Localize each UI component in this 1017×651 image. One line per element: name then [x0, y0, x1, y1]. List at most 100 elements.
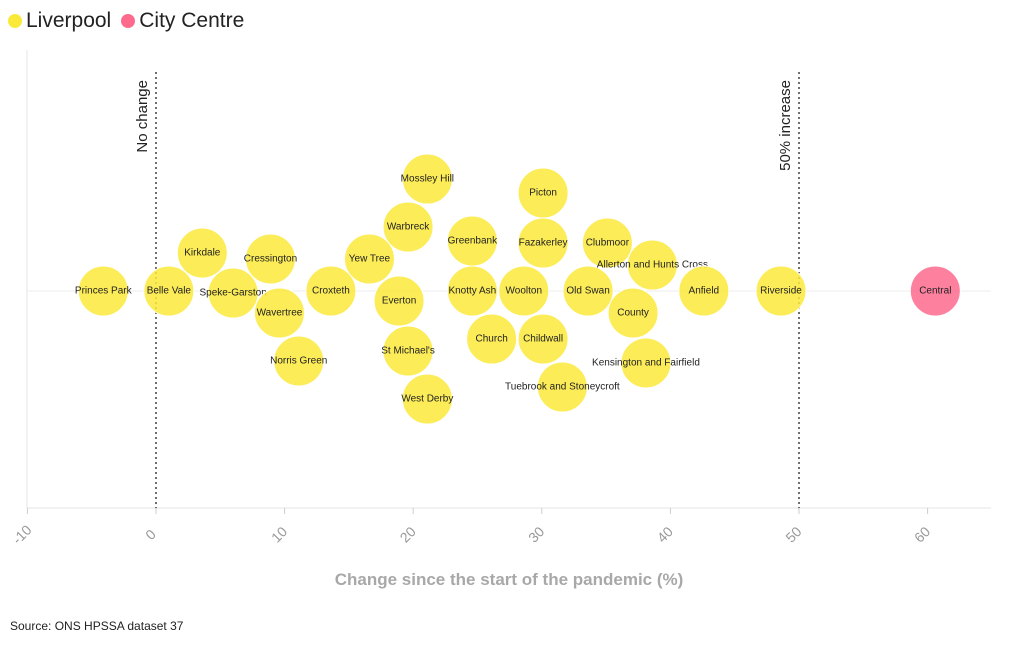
legend-label-city-centre: City Centre	[139, 9, 245, 32]
bubble[interactable]: Greenbank	[446, 215, 498, 267]
bubble-circle	[536, 361, 588, 413]
bubble[interactable]: Allerton and Hunts Cross	[597, 239, 708, 291]
bubble-circle	[273, 335, 325, 387]
bubble-circle	[77, 265, 129, 317]
bubble-label: Old Swan	[566, 286, 609, 297]
bubble-circle	[382, 201, 434, 253]
bubble[interactable]: Croxteth	[305, 265, 357, 317]
bubble-circle	[401, 373, 453, 425]
legend-dot-liverpool	[8, 14, 22, 28]
bubble-label: Church	[476, 334, 508, 345]
bubble[interactable]: Old Swan	[562, 265, 614, 317]
reference-line-label: No change	[134, 80, 151, 153]
bubble-circle	[401, 153, 453, 205]
bubble-circle	[176, 227, 228, 279]
bubble-label: Norris Green	[270, 356, 327, 367]
bubble-label: Kirkdale	[184, 248, 221, 259]
bubble[interactable]: Childwall	[517, 313, 569, 365]
bubble[interactable]: Belle Vale	[143, 265, 195, 317]
x-tick-label: 30	[525, 523, 547, 545]
bubble-circle	[678, 265, 730, 317]
bubble[interactable]: Mossley Hill	[401, 153, 454, 205]
bubble-circle	[626, 239, 678, 291]
bubble-label: Cressington	[244, 254, 297, 265]
bubble-label: Speke-Garston	[200, 288, 267, 299]
bubble-label: Croxteth	[312, 286, 350, 297]
bubble-label: Everton	[382, 296, 416, 307]
bubble-circle	[343, 233, 395, 285]
legend-label-liverpool: Liverpool	[26, 9, 112, 32]
bubble[interactable]: Fazakerley	[517, 217, 569, 269]
bubble-label: Central	[919, 286, 951, 297]
bubble[interactable]: West Derby	[401, 373, 453, 425]
bubble-label: Allerton and Hunts Cross	[597, 260, 708, 271]
bubble-circle	[373, 275, 425, 327]
legend-item-liverpool[interactable]: Liverpool	[8, 9, 111, 33]
bubble[interactable]: Norris Green	[270, 335, 327, 387]
bubble[interactable]: Woolton	[498, 265, 550, 317]
bubble-circle	[581, 217, 633, 269]
bubble[interactable]: Yew Tree	[343, 233, 395, 285]
bubble[interactable]: Central	[909, 265, 961, 317]
bubble-circle	[498, 265, 550, 317]
bubble-label: Warbreck	[387, 222, 430, 233]
bubble-label: Tuebrook and Stoneycroft	[505, 382, 620, 393]
bubble[interactable]: Clubmoor	[581, 217, 633, 269]
bubble-label: Woolton	[506, 286, 543, 297]
bubble-label: Knotty Ash	[448, 286, 496, 297]
bubble[interactable]: Knotty Ash	[446, 265, 498, 317]
bubble[interactable]: Kirkdale	[176, 227, 228, 279]
reference-line-label: 50% increase	[777, 80, 794, 171]
bubble-circle	[382, 325, 434, 377]
bubble[interactable]: Everton	[373, 275, 425, 327]
bubble[interactable]: Princes Park	[75, 265, 133, 317]
bubble-circle	[466, 313, 518, 365]
bubble-label: West Derby	[401, 394, 453, 405]
bubble-label: Picton	[529, 188, 557, 199]
bubble[interactable]: Wavertree	[253, 287, 305, 339]
bubble[interactable]: Church	[466, 313, 518, 365]
bubble-label: Greenbank	[448, 236, 498, 247]
bubble[interactable]: St Michael's	[381, 325, 435, 377]
bubble-circle	[909, 265, 961, 317]
bubble[interactable]: Warbreck	[382, 201, 434, 253]
bubble-circle	[607, 287, 659, 339]
bubble[interactable]: Anfield	[678, 265, 730, 317]
bubble-circle	[253, 287, 305, 339]
bubble[interactable]: Riverside	[755, 265, 807, 317]
bubble[interactable]: Kensington and Fairfield	[592, 337, 700, 389]
source-note: Source: ONS HPSSA dataset 37	[10, 619, 184, 633]
x-tick-label: 40	[654, 523, 676, 545]
bubble-label: Princes Park	[75, 286, 133, 297]
bubble-circle	[620, 337, 672, 389]
x-tick-label: 60	[911, 523, 933, 545]
bubble-circle	[446, 215, 498, 267]
bubble[interactable]: Tuebrook and Stoneycroft	[505, 361, 620, 413]
legend-item-city-centre[interactable]: City Centre	[121, 9, 244, 33]
x-tick-label: 10	[268, 523, 290, 545]
bubble-circle	[755, 265, 807, 317]
legend-dot-city-centre	[121, 14, 136, 28]
bubble-circle	[562, 265, 614, 317]
x-tick-label: -10	[9, 522, 35, 548]
bubble[interactable]: County	[607, 287, 659, 339]
bubble-circle	[244, 233, 296, 285]
bubble[interactable]: Speke-Garston	[200, 267, 267, 319]
x-tick-label: 20	[396, 523, 418, 545]
bubbles: Princes Park Belle Vale Kirkdale Speke-Gars…	[75, 153, 961, 425]
bubble-circle	[207, 267, 259, 319]
bubble-label: Clubmoor	[586, 238, 630, 249]
bubble-label: Childwall	[523, 334, 563, 345]
bubble[interactable]: Cressington	[244, 233, 297, 285]
bubble[interactable]: Picton	[517, 167, 569, 219]
bubble-label: Riverside	[760, 286, 802, 297]
x-tick-label: 0	[142, 526, 159, 543]
bubble-label: County	[617, 308, 649, 319]
bubble-circle	[517, 313, 569, 365]
beeswarm-chart: -10 0 10 20 30 40 50 60 No change 50% increase Pr…	[9, 50, 991, 589]
bubble-label: Belle Vale	[147, 286, 192, 297]
x-tick-label: 50	[782, 523, 804, 545]
bubble-label: St Michael's	[381, 346, 435, 357]
bubble-circle	[305, 265, 357, 317]
bubble-circle	[517, 167, 569, 219]
